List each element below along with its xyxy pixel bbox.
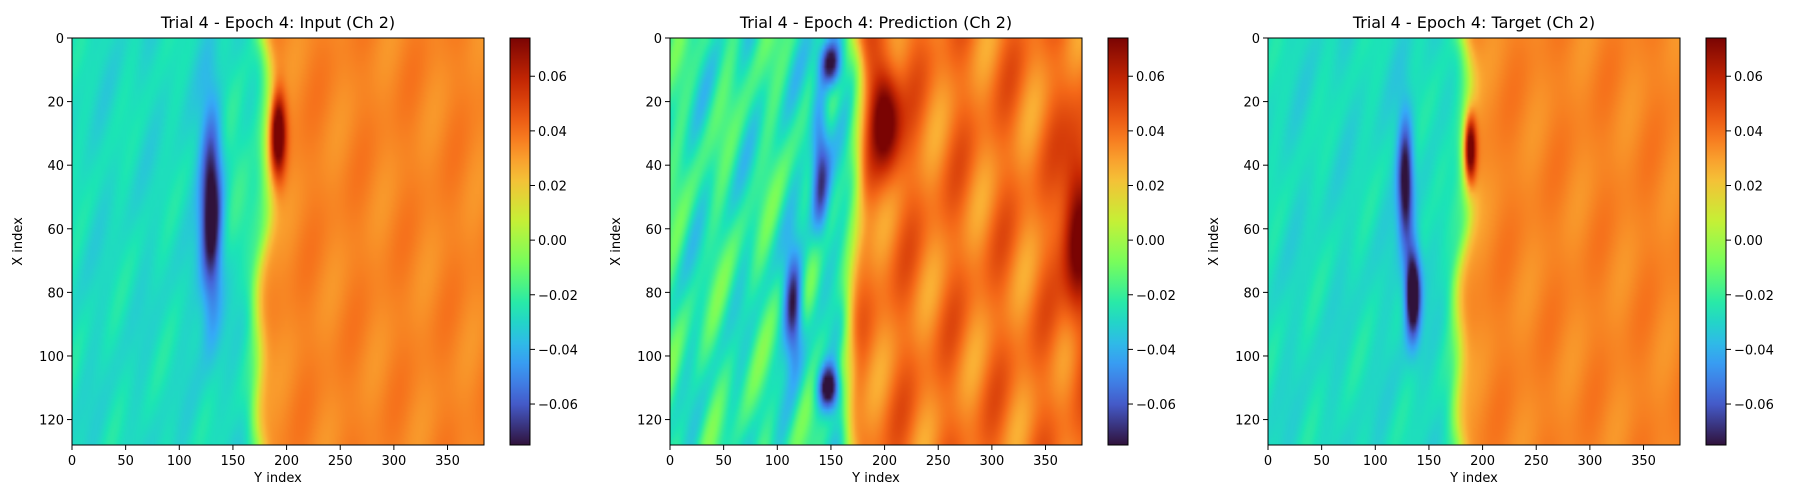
- colorbar-tick-label: −0.06: [1136, 398, 1176, 413]
- x-tick-label: 200: [274, 454, 299, 469]
- y-tick-label: 20: [1243, 96, 1260, 111]
- y-tick-label: 40: [1243, 159, 1260, 174]
- heatmap-panel-2: Trial 4 - Epoch 4: Prediction (Ch 2) 0 50 1…: [609, 13, 1176, 486]
- x-tick-label: 200: [872, 454, 897, 469]
- colorbar-tick-label: 0.02: [1136, 180, 1165, 195]
- x-tick-label: 50: [117, 454, 134, 469]
- y-tick-label: 60: [47, 223, 64, 238]
- plot-frame: [1267, 37, 1681, 446]
- colorbar-tick-label: −0.04: [1136, 343, 1176, 358]
- x-tick-label: 150: [819, 454, 844, 469]
- colorbar-tick-label: 0.00: [538, 234, 567, 249]
- y-tick-label: 40: [47, 159, 64, 174]
- y-tick-label: 100: [39, 350, 64, 365]
- y-tick-label: 120: [1235, 414, 1260, 429]
- colorbar-tick-label: 0.04: [538, 125, 567, 140]
- x-tick-label: 250: [926, 454, 951, 469]
- x-tick-label: 50: [1313, 454, 1330, 469]
- y-tick-label: 60: [645, 223, 662, 238]
- x-tick-label: 150: [221, 454, 246, 469]
- y-tick-label: 0: [1252, 32, 1260, 47]
- plot-frame: [669, 37, 1083, 446]
- x-tick-label: 50: [715, 454, 732, 469]
- x-axis-label: Y index: [1449, 471, 1498, 486]
- y-axis-label: X index: [609, 217, 624, 266]
- colorbar-tick-label: −0.02: [1734, 289, 1774, 304]
- heatmap-panel-3: Trial 4 - Epoch 4: Target (Ch 2) 0 50 100 15…: [1207, 13, 1774, 486]
- colorbar-tick-label: 0.02: [538, 180, 567, 195]
- x-tick-label: 350: [435, 454, 460, 469]
- colorbar-tick-label: 0.06: [538, 70, 567, 85]
- x-tick-label: 100: [1363, 454, 1388, 469]
- colorbar-tick-label: 0.04: [1734, 125, 1763, 140]
- colorbar-tick-label: −0.04: [538, 343, 578, 358]
- x-tick-label: 300: [381, 454, 406, 469]
- x-tick-label: 200: [1470, 454, 1495, 469]
- y-tick-label: 120: [637, 414, 662, 429]
- heatmap-image: [1268, 38, 1680, 445]
- y-tick-label: 100: [1235, 350, 1260, 365]
- y-axis-label: X index: [11, 217, 26, 266]
- y-tick-label: 20: [47, 96, 64, 111]
- x-tick-label: 0: [68, 454, 76, 469]
- x-tick-label: 100: [167, 454, 192, 469]
- colorbar-tick-label: −0.06: [1734, 398, 1774, 413]
- x-tick-label: 300: [1577, 454, 1602, 469]
- x-tick-label: 100: [765, 454, 790, 469]
- chart-title: Trial 4 - Epoch 4: Prediction (Ch 2): [739, 13, 1012, 32]
- colorbar: [1705, 37, 1727, 446]
- colorbar-tick-label: −0.02: [1136, 289, 1176, 304]
- colorbar-tick-label: −0.02: [538, 289, 578, 304]
- y-tick-label: 80: [1243, 286, 1260, 301]
- chart-title: Trial 4 - Epoch 4: Input (Ch 2): [160, 13, 395, 32]
- y-tick-label: 80: [47, 286, 64, 301]
- y-tick-label: 80: [645, 286, 662, 301]
- y-tick-label: 20: [645, 96, 662, 111]
- heatmap-panel-1: Trial 4 - Epoch 4: Input (Ch 2) 0 50 100 150…: [11, 13, 578, 486]
- x-tick-label: 350: [1631, 454, 1656, 469]
- y-tick-label: 0: [654, 32, 662, 47]
- x-axis-label: Y index: [851, 471, 900, 486]
- colorbar: [1107, 37, 1129, 446]
- y-tick-label: 100: [637, 350, 662, 365]
- heatmap-image: [72, 38, 484, 445]
- x-tick-label: 0: [666, 454, 674, 469]
- y-tick-label: 0: [56, 32, 64, 47]
- y-tick-label: 40: [645, 159, 662, 174]
- x-tick-label: 0: [1264, 454, 1272, 469]
- heatmap-image: [670, 38, 1082, 445]
- colorbar-tick-label: −0.06: [538, 398, 578, 413]
- colorbar-tick-label: 0.04: [1136, 125, 1165, 140]
- x-tick-label: 250: [328, 454, 353, 469]
- x-tick-label: 350: [1033, 454, 1058, 469]
- colorbar-tick-label: −0.04: [1734, 343, 1774, 358]
- colorbar: [509, 37, 531, 446]
- colorbar-tick-label: 0.06: [1136, 70, 1165, 85]
- y-tick-label: 120: [39, 414, 64, 429]
- colorbar-tick-label: 0.02: [1734, 180, 1763, 195]
- y-axis-label: X index: [1207, 217, 1222, 266]
- chart-title: Trial 4 - Epoch 4: Target (Ch 2): [1352, 13, 1595, 32]
- colorbar-tick-label: 0.00: [1734, 234, 1763, 249]
- x-tick-label: 300: [979, 454, 1004, 469]
- colorbar-tick-label: 0.06: [1734, 70, 1763, 85]
- y-tick-label: 60: [1243, 223, 1260, 238]
- x-tick-label: 150: [1417, 454, 1442, 469]
- x-tick-label: 250: [1524, 454, 1549, 469]
- plot-frame: [71, 37, 485, 446]
- colorbar-tick-label: 0.00: [1136, 234, 1165, 249]
- x-axis-label: Y index: [253, 471, 302, 486]
